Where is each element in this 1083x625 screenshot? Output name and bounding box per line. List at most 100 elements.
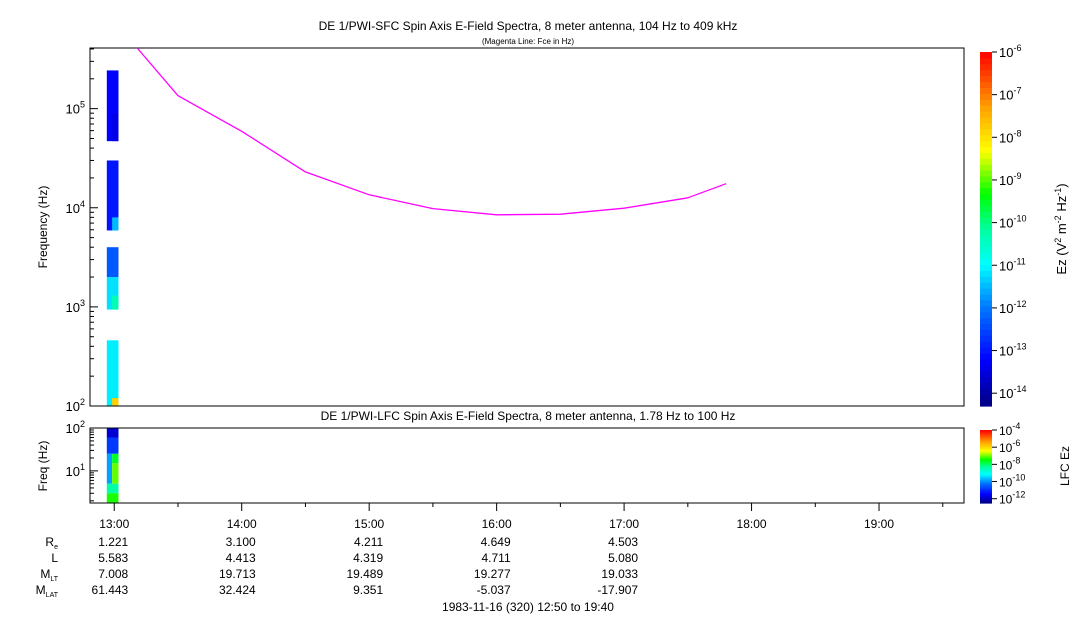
colorbar-swatch xyxy=(980,299,992,307)
ephemeris-row-label: MLT xyxy=(40,567,58,583)
x-tick-label: 17:00 xyxy=(609,517,639,531)
colorbar-swatch xyxy=(980,483,992,486)
colorbar-tick-label: 10-10 xyxy=(999,214,1026,231)
colorbar-tick-label: 10-7 xyxy=(999,86,1021,103)
colorbar-swatch xyxy=(980,116,992,124)
colorbar-swatch xyxy=(980,370,992,378)
x-tick-label: 15:00 xyxy=(354,517,384,531)
spectrogram-cell xyxy=(112,295,119,310)
colorbar-swatch xyxy=(980,459,992,462)
colorbar-tick-label: 10-12 xyxy=(999,299,1026,316)
colorbar-swatch xyxy=(980,450,992,453)
colorbar-swatch xyxy=(980,436,992,438)
bottom-panel-title: DE 1/PWI-LFC Spin Axis E-Field Spectra, … xyxy=(321,409,736,423)
colorbar-swatch xyxy=(980,439,992,442)
ephemeris-value: 4.649 xyxy=(481,535,511,549)
ephemeris-value: 61.443 xyxy=(92,583,129,597)
fce-line xyxy=(136,47,727,216)
colorbar-swatch xyxy=(980,187,992,195)
colorbar-swatch xyxy=(980,492,992,494)
x-tick-label: 18:00 xyxy=(737,517,767,531)
ephemeris-value: 19.277 xyxy=(474,567,511,581)
ephemeris-row-label: Re xyxy=(45,535,58,551)
ephemeris-value: 32.424 xyxy=(219,583,256,597)
colorbar-swatch xyxy=(980,394,992,401)
colorbar-swatch xyxy=(980,81,992,88)
colorbar-swatch xyxy=(980,270,992,277)
ephemeris-value: 1.221 xyxy=(98,535,128,549)
colorbar-swatch xyxy=(980,440,992,443)
colorbar-swatch xyxy=(980,457,992,460)
colorbar-swatch xyxy=(980,181,992,189)
colorbar-swatch xyxy=(980,438,992,441)
ephemeris-value: 19.489 xyxy=(346,567,383,581)
colorbar-swatch xyxy=(980,456,992,459)
colorbar-swatch xyxy=(980,105,992,112)
colorbar-swatch xyxy=(980,75,992,83)
spectrogram-cell xyxy=(112,463,119,484)
ephemeris-value: 7.008 xyxy=(98,567,128,581)
colorbar-swatch xyxy=(980,282,992,289)
spectrogram-cell xyxy=(106,247,119,278)
colorbar-swatch xyxy=(980,455,992,458)
colorbar-swatch xyxy=(980,437,992,440)
colorbar-tick-label: 10-12 xyxy=(999,490,1025,507)
colorbar-swatch xyxy=(980,454,992,457)
spectrogram-cell xyxy=(106,483,119,494)
colorbar-swatch xyxy=(980,63,992,71)
colorbar-swatch xyxy=(980,57,992,65)
colorbar-swatch xyxy=(980,451,992,454)
colorbar-swatch xyxy=(980,495,992,498)
colorbar-swatch xyxy=(980,467,992,470)
colorbar-swatch xyxy=(980,476,992,479)
colorbar-swatch xyxy=(980,448,992,451)
bottom-y-axis-label: Freq (Hz) xyxy=(36,441,50,492)
colorbar-swatch xyxy=(980,234,992,242)
colorbar-swatch xyxy=(980,444,992,447)
colorbar-swatch xyxy=(980,128,992,136)
colorbar-swatch xyxy=(980,462,992,465)
colorbar-tick-label: 10-6 xyxy=(999,43,1021,60)
colorbar-swatch xyxy=(980,329,992,336)
colorbar-swatch xyxy=(980,199,992,206)
colorbar-swatch xyxy=(980,431,992,434)
colorbar-swatch xyxy=(980,470,992,472)
x-tick-label: 14:00 xyxy=(227,517,257,531)
colorbar-swatch xyxy=(980,246,992,254)
colorbar-swatch xyxy=(980,498,992,500)
colorbar-swatch xyxy=(980,501,992,504)
colorbar-tick-label: 10-8 xyxy=(999,128,1021,145)
spectrogram-cell xyxy=(112,113,119,142)
colorbar-tick-label: 10-8 xyxy=(999,455,1020,472)
colorbar-swatch xyxy=(980,447,992,449)
ephemeris-row-label: MLAT xyxy=(36,583,59,599)
colorbar-swatch xyxy=(980,475,992,477)
colorbar-swatch xyxy=(980,305,992,313)
colorbar-swatch xyxy=(980,443,992,446)
colorbar-swatch xyxy=(980,93,992,100)
colorbar-swatch xyxy=(980,494,992,497)
colorbar-swatch xyxy=(980,400,992,407)
colorbar-swatch xyxy=(980,311,992,319)
spectrogram-cell xyxy=(106,160,119,231)
colorbar-swatch xyxy=(980,388,992,395)
lfc-colorbar-label: LFC Ez xyxy=(1058,446,1072,486)
spectrogram-cell xyxy=(106,437,119,454)
colorbar-swatch xyxy=(980,430,992,432)
colorbar-swatch xyxy=(980,211,992,218)
colorbar-swatch xyxy=(980,69,992,77)
x-tick-label: 13:00 xyxy=(99,517,129,531)
colorbar-swatch xyxy=(980,293,992,301)
colorbar-swatch xyxy=(980,99,992,106)
ephemeris-value: 4.211 xyxy=(354,535,383,549)
ephemeris-value: 19.713 xyxy=(219,567,256,581)
colorbar-tick-label: 10-10 xyxy=(999,473,1025,490)
colorbar-swatch xyxy=(980,335,992,342)
colorbar-swatch xyxy=(980,490,992,493)
colorbar-swatch xyxy=(980,479,992,482)
colorbar-swatch xyxy=(980,341,992,348)
colorbar-swatch xyxy=(980,134,992,142)
ephemeris-value: 4.503 xyxy=(608,535,638,549)
ephemeris-value: 4.413 xyxy=(226,551,256,565)
